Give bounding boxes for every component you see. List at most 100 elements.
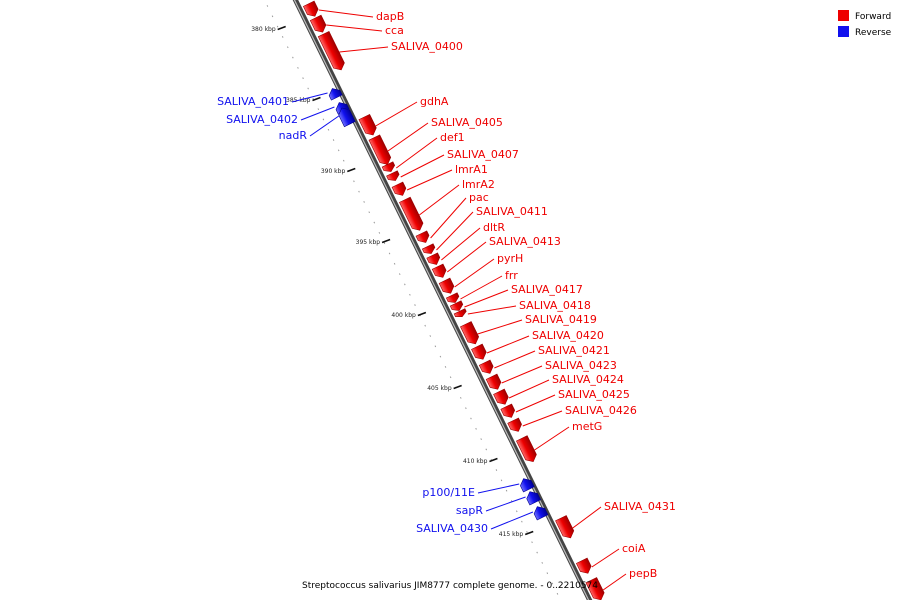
- gene-gdha[interactable]: gdhA: [358, 95, 449, 138]
- gene-arrow[interactable]: [391, 181, 408, 198]
- gene-saliva-0424[interactable]: SALIVA_0424: [493, 373, 624, 407]
- gene-arrow[interactable]: [518, 476, 535, 493]
- gene-label: dapB: [376, 10, 404, 23]
- gene-saliva-0419[interactable]: SALIVA_0419: [460, 313, 597, 347]
- gene-arrow[interactable]: [525, 489, 541, 506]
- gene-arrow[interactable]: [449, 300, 464, 313]
- axis-tick: [277, 25, 286, 31]
- gene-leader-line: [300, 106, 335, 121]
- gene-arrow[interactable]: [431, 263, 448, 280]
- gene-saliva-0413[interactable]: SALIVA_0413: [431, 235, 561, 280]
- gene-saliva-0401[interactable]: SALIVA_0401: [217, 86, 343, 108]
- gene-label: SALIVA_0419: [525, 313, 597, 326]
- gene-arrow[interactable]: [421, 243, 436, 256]
- gene-arrow[interactable]: [438, 277, 456, 296]
- gene-leader-line: [477, 483, 520, 494]
- gene-leader-line: [419, 184, 460, 216]
- axis-tick: [524, 530, 534, 536]
- gene-leader-line: [441, 227, 481, 261]
- gene-saliva-0407[interactable]: SALIVA_0407: [386, 148, 519, 183]
- gene-metg[interactable]: metG: [516, 420, 602, 464]
- gene-arrow[interactable]: [585, 577, 606, 600]
- gene-label: gdhA: [420, 95, 449, 108]
- gene-arrow[interactable]: [485, 373, 503, 392]
- legend: Forward Reverse: [838, 10, 892, 38]
- gene-arrow[interactable]: [309, 14, 328, 35]
- gene-leader-line: [446, 241, 487, 273]
- gene-arrow[interactable]: [532, 504, 549, 521]
- gene-arrow[interactable]: [453, 308, 467, 320]
- gene-label: frr: [505, 269, 518, 282]
- gene-pepb[interactable]: pepB: [585, 567, 657, 600]
- gene-arrow[interactable]: [358, 113, 379, 137]
- gene-arrow[interactable]: [471, 343, 489, 362]
- gene-arrow[interactable]: [317, 30, 346, 72]
- gene-saliva-0411[interactable]: SALIVA_0411: [421, 205, 548, 256]
- gene-leader-line: [436, 211, 474, 251]
- gene-label: coiA: [622, 542, 646, 555]
- gene-arrow[interactable]: [507, 417, 524, 434]
- gene-saliva-0425[interactable]: SALIVA_0425: [500, 388, 630, 420]
- gene-label: pyrH: [497, 252, 523, 265]
- gene-label: SALIVA_0423: [545, 359, 617, 372]
- gene-arrow[interactable]: [500, 403, 517, 420]
- gene-pyrh[interactable]: pyrH: [438, 252, 523, 296]
- gene-arrow[interactable]: [327, 86, 343, 101]
- legend-swatch-forward: [838, 10, 849, 21]
- gene-arrow[interactable]: [302, 0, 320, 19]
- gene-arrow[interactable]: [399, 196, 425, 233]
- axis-tick: [346, 167, 356, 173]
- gene-arrow[interactable]: [415, 230, 431, 245]
- gene-arrow[interactable]: [368, 134, 393, 167]
- gene-saliva-0431[interactable]: SALIVA_0431: [555, 500, 676, 541]
- gene-nadr[interactable]: nadR: [279, 105, 356, 142]
- gene-label: pepB: [629, 567, 657, 580]
- gene-arrow[interactable]: [555, 515, 576, 540]
- gene-label: dltR: [483, 221, 505, 234]
- gene-sapr[interactable]: sapR: [456, 489, 541, 517]
- gene-saliva-0405[interactable]: SALIVA_0405: [368, 116, 503, 167]
- gene-arrow[interactable]: [381, 161, 396, 174]
- gene-lmra1[interactable]: lmrA1: [391, 163, 488, 198]
- gene-dltr[interactable]: dltR: [426, 221, 506, 267]
- gene-arrow[interactable]: [478, 359, 495, 376]
- gene-pac[interactable]: pac: [415, 191, 489, 245]
- gene-label: pac: [469, 191, 489, 204]
- gene-dapb[interactable]: dapB: [302, 0, 404, 23]
- gene-lmra2[interactable]: lmrA2: [399, 178, 495, 233]
- gene-arrow[interactable]: [493, 388, 511, 407]
- gene-saliva-0420[interactable]: SALIVA_0420: [471, 329, 604, 362]
- gene-arrow[interactable]: [336, 105, 356, 128]
- gene-leader-line: [326, 24, 383, 32]
- gene-p100-11e[interactable]: p100/11E: [422, 476, 535, 499]
- gene-saliva-0430[interactable]: SALIVA_0430: [416, 504, 549, 535]
- axis-tick: [453, 384, 462, 390]
- gene-saliva-0400[interactable]: SALIVA_0400: [317, 30, 463, 72]
- gene-arrow[interactable]: [445, 292, 460, 305]
- gene-arrow[interactable]: [426, 252, 442, 267]
- gene-cca[interactable]: cca: [309, 14, 404, 37]
- axis-tick: [381, 238, 391, 244]
- axis-tick-label: 415 kbp: [499, 531, 524, 538]
- gene-arrow[interactable]: [576, 557, 593, 576]
- gene-label: SALIVA_0405: [431, 116, 503, 129]
- gene-saliva-0418[interactable]: SALIVA_0418: [453, 299, 591, 320]
- gene-saliva-0421[interactable]: SALIVA_0421: [478, 344, 610, 376]
- axis-tick-label: 410 kbp: [463, 458, 488, 465]
- gene-label: SALIVA_0413: [489, 235, 561, 248]
- gene-coia[interactable]: coiA: [576, 542, 646, 576]
- gene-leader-line: [375, 101, 418, 127]
- gene-leader-line: [490, 511, 534, 530]
- gene-leader-line: [508, 379, 550, 399]
- gene-saliva-0417[interactable]: SALIVA_0417: [449, 283, 583, 313]
- gene-arrow[interactable]: [460, 321, 480, 346]
- gene-label: SALIVA_0401: [217, 95, 289, 108]
- gene-saliva-0426[interactable]: SALIVA_0426: [507, 404, 637, 434]
- gene-frr[interactable]: frr: [445, 269, 518, 305]
- gene-def1[interactable]: def1: [381, 131, 465, 174]
- gene-arrow[interactable]: [516, 435, 538, 465]
- gene-arrow[interactable]: [386, 170, 401, 183]
- gene-label: SALIVA_0430: [416, 522, 488, 535]
- gene-saliva-0423[interactable]: SALIVA_0423: [485, 359, 617, 392]
